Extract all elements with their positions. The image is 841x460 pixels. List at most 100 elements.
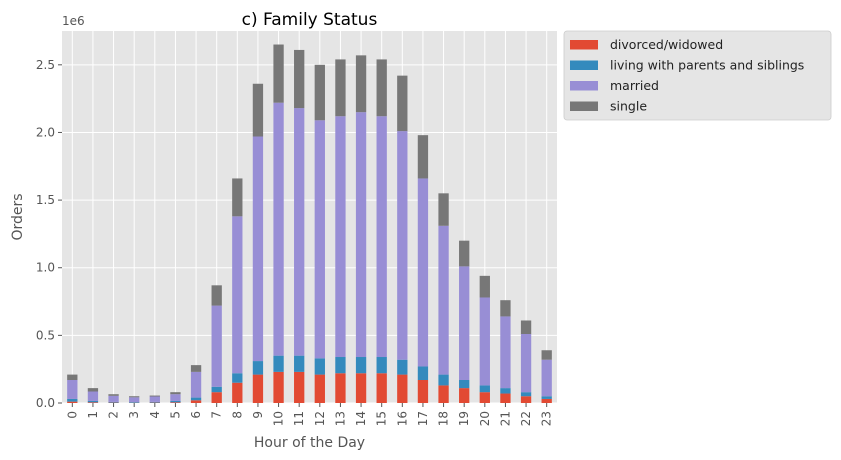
x-tick-label: 17 [416, 411, 430, 426]
bar-segment [273, 44, 284, 103]
bar-segment [108, 401, 119, 403]
bar-segment [520, 396, 532, 403]
bar-segment [541, 398, 552, 403]
bar-segment [108, 394, 119, 396]
bar-segment [252, 361, 264, 375]
bar-segment [438, 374, 449, 386]
bar-segment [87, 402, 99, 403]
bar-segment [500, 393, 511, 403]
bar-segment [67, 380, 78, 399]
bar-segment [67, 374, 78, 381]
bar-segment [459, 388, 470, 403]
x-tick-label: 16 [395, 411, 409, 426]
bar-segment [479, 275, 490, 298]
bar-segment [190, 400, 202, 403]
legend-swatch [570, 81, 598, 91]
bar-segment [190, 365, 202, 372]
legend-label: living with parents and siblings [610, 58, 804, 73]
x-tick-label: 23 [540, 411, 554, 426]
legend-swatch [570, 60, 598, 70]
y-multiplier-label: 1e6 [62, 14, 85, 28]
bar-segment [335, 357, 346, 374]
bar-segment [520, 334, 532, 393]
chart-title: c) Family Status [242, 10, 378, 30]
x-tick-label: 14 [354, 411, 368, 426]
bar-segment [541, 359, 552, 397]
bar-segment [314, 64, 325, 121]
bar-segment [335, 373, 346, 403]
legend-swatch [570, 40, 598, 50]
bar-segment [211, 305, 222, 387]
bars [67, 44, 552, 403]
bar-segment [397, 359, 408, 375]
bar-segment [129, 402, 140, 403]
bar-segment [520, 320, 532, 335]
bar-segment [500, 300, 511, 317]
bar-segment [170, 402, 181, 403]
x-tick-label: 13 [333, 411, 347, 426]
legend-label: divorced/widowed [610, 37, 723, 52]
bar-segment [129, 397, 140, 403]
bar-segment [170, 400, 181, 403]
x-tick-label: 8 [230, 411, 244, 419]
bar-segment [335, 59, 346, 117]
bar-segment [87, 391, 99, 401]
legend-box [563, 30, 832, 121]
bar-segment [376, 116, 387, 358]
bar-segment [232, 216, 243, 374]
legend-label: married [610, 78, 659, 93]
bar-segment [294, 371, 305, 403]
bar-segment [273, 355, 284, 372]
bar-segment [397, 75, 408, 132]
x-tick-label: 19 [457, 411, 471, 426]
bar-segment [252, 83, 264, 137]
x-tick-label: 22 [519, 411, 533, 426]
bar-segment [459, 240, 470, 267]
x-tick-label: 11 [292, 411, 306, 426]
bar-segment [190, 371, 202, 398]
bar-segment [149, 396, 160, 402]
bar-segment [211, 392, 222, 403]
bar-segment [149, 395, 160, 397]
bar-segment [417, 380, 429, 403]
legend-items: divorced/widowed living with parents and … [570, 37, 804, 114]
bar-segment [211, 386, 222, 393]
x-axis-label: Hour of the Day [254, 435, 365, 451]
bar-segment [232, 373, 243, 383]
bar-segment [479, 392, 490, 403]
bar-segment [417, 366, 429, 381]
bar-segment [355, 55, 367, 113]
bar-segment [87, 400, 99, 403]
y-ticks: 0.0 0.5 1.0 1.5 2.0 2.5 [36, 58, 62, 410]
bar-segment [376, 357, 387, 374]
bar-segment [294, 49, 305, 109]
bar-segment [376, 59, 387, 117]
bar-segment [170, 394, 181, 401]
bar-segment [355, 357, 367, 374]
bar-segment [252, 136, 264, 362]
bar-segment [417, 178, 429, 367]
bar-segment [541, 350, 552, 360]
bar-segment [314, 358, 325, 375]
bar-segment [397, 131, 408, 360]
bar-segment [335, 116, 346, 358]
y-axis-label: Orders [10, 193, 26, 240]
x-tick-label: 1 [86, 411, 100, 419]
x-tick-label: 18 [437, 411, 451, 426]
y-tick-label: 2.0 [36, 125, 55, 139]
x-tick-label: 4 [148, 411, 162, 419]
bar-segment [438, 385, 449, 403]
bar-segment [232, 178, 243, 217]
bar-segment [520, 392, 532, 397]
bar-segment [459, 266, 470, 381]
plot-area [62, 31, 557, 403]
bar-segment [108, 395, 119, 402]
x-tick-label: 2 [107, 411, 121, 419]
bar-segment [314, 120, 325, 359]
bar-segment [479, 297, 490, 386]
x-tick-label: 20 [478, 411, 492, 426]
x-tick-label: 5 [168, 411, 182, 419]
bar-segment [417, 135, 429, 179]
x-tick-label: 21 [498, 411, 512, 426]
legend-label: single [610, 99, 647, 114]
